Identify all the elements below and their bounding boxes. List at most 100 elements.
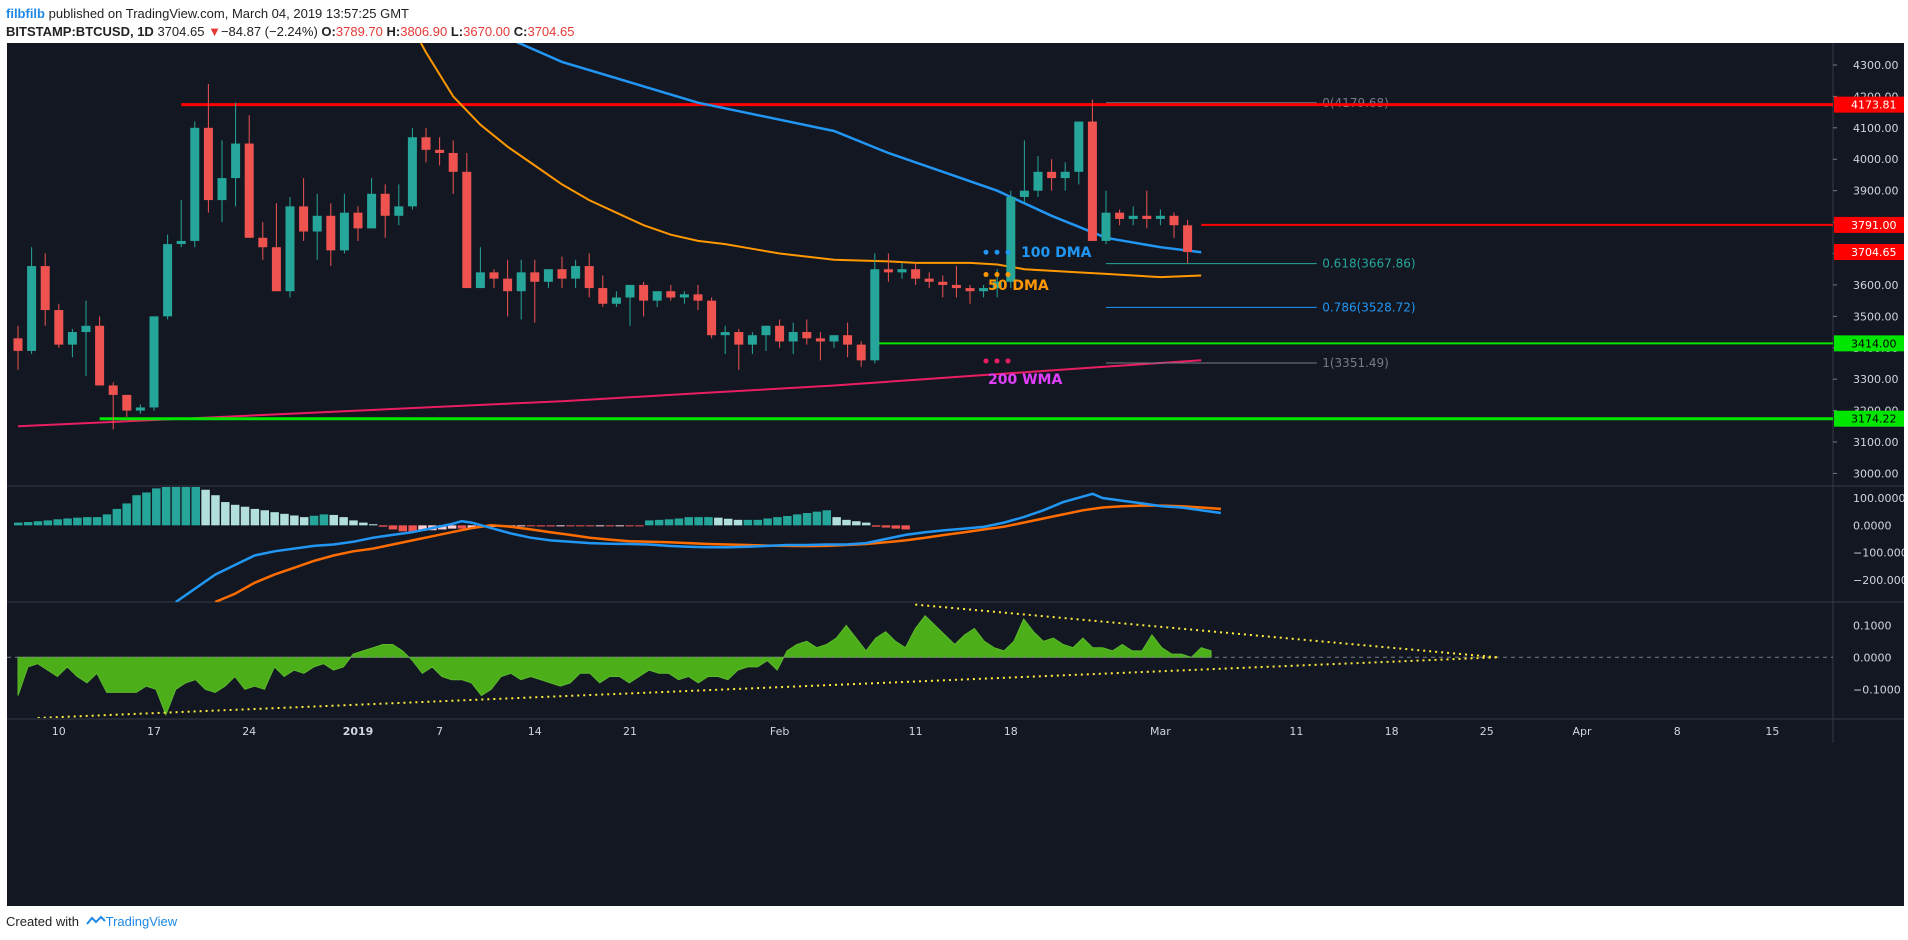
candle-body: [693, 294, 703, 301]
chart-area[interactable]: 0(4179.68) 0.618(3667.86) 0.786(3528.72) 1(…: [7, 43, 1908, 906]
candle-body: [979, 288, 989, 292]
candle: [1169, 212, 1179, 238]
chart-header: filbfilb published on TradingView.com, M…: [4, 4, 1904, 40]
candle: [312, 193, 322, 260]
candle-body: [367, 193, 377, 229]
macd-histogram-bar: [349, 520, 358, 526]
ma-dot: [983, 249, 989, 255]
candle: [1101, 190, 1111, 245]
ma-dot: [983, 358, 989, 364]
macd-histogram-bar: [664, 519, 674, 526]
macd-signal-line: [214, 504, 1221, 602]
candle-body: [1060, 171, 1070, 179]
candle-body: [1169, 215, 1179, 226]
time-axis-label: 18: [1385, 725, 1399, 738]
candle-body: [299, 206, 309, 232]
macd-histogram-bar: [437, 525, 447, 530]
macd-histogram-bar: [299, 517, 309, 526]
ma-dot: [994, 358, 1000, 364]
price-axis-label: 3900.00: [1853, 185, 1899, 198]
candle: [203, 83, 213, 213]
time-axis-label: 11: [1289, 725, 1303, 738]
candle: [802, 319, 812, 345]
macd-histogram-bar: [605, 525, 615, 527]
candle-body: [843, 335, 853, 345]
candle: [883, 253, 893, 282]
candle: [448, 140, 458, 194]
macd-histogram-bar: [871, 525, 881, 527]
macd-histogram-bar: [359, 522, 368, 526]
macd-histogram-bar: [102, 514, 112, 526]
candle-body: [190, 127, 200, 241]
candle-body: [122, 394, 132, 411]
macd-histogram-bar: [645, 520, 654, 526]
candle: [489, 269, 499, 289]
candle-body: [176, 240, 186, 245]
candle-body: [938, 281, 948, 285]
close-value: 3704.65: [527, 24, 575, 39]
candle: [271, 203, 281, 292]
macd-histogram-bar: [783, 516, 792, 526]
tradingview-brand[interactable]: TradingView: [105, 914, 178, 929]
candle: [299, 178, 309, 241]
candle: [530, 259, 540, 323]
macd-histogram-bar: [418, 525, 427, 531]
macd-histogram-bar: [615, 525, 624, 527]
author-name[interactable]: filbfilb: [6, 6, 45, 21]
candle: [897, 262, 907, 279]
candle-body: [1019, 190, 1029, 197]
candle: [625, 284, 635, 326]
candle-body: [761, 325, 771, 336]
candle-body: [584, 266, 594, 289]
candle-body: [13, 338, 23, 351]
macd-histogram-bar: [536, 525, 546, 527]
candle-body: [924, 278, 934, 282]
candle: [829, 335, 839, 348]
fib-label-1: 1(3351.49): [1322, 356, 1389, 370]
level-box-label-3174.22: 3174.22: [1851, 413, 1897, 426]
ma-dot: [983, 272, 989, 278]
time-axis-label: Feb: [770, 725, 789, 738]
time-axis-label: 17: [147, 725, 161, 738]
dma100-line: [515, 43, 1202, 254]
high-value: 3806.90: [400, 24, 448, 39]
candle-body: [475, 272, 485, 289]
candle-body: [802, 332, 812, 339]
ma-dot: [1005, 272, 1011, 278]
macd-histogram-bar: [171, 487, 181, 526]
macd-histogram-bar: [280, 513, 289, 526]
candle: [693, 284, 703, 311]
candle: [108, 382, 118, 430]
open-value: 3789.70: [335, 24, 383, 39]
candle-body: [217, 178, 227, 201]
macd-histogram-bar: [773, 517, 782, 526]
fib-label-0.618: 0.618(3667.86): [1322, 257, 1415, 271]
ma-dot: [1005, 249, 1011, 255]
chart-svg[interactable]: 0(4179.68) 0.618(3667.86) 0.786(3528.72) 1(…: [7, 43, 1908, 906]
candle-body: [203, 127, 213, 201]
macd-histogram-bar: [398, 525, 408, 532]
macd-axis-label: 0.0000: [1853, 519, 1892, 532]
macd-histogram-bar: [211, 495, 220, 526]
time-axis-label: 18: [1004, 725, 1018, 738]
macd-histogram-bar: [891, 525, 901, 529]
macd-histogram-bar: [861, 522, 871, 526]
price-axis-label: 4300.00: [1853, 59, 1899, 72]
candle-body: [339, 212, 349, 251]
candle: [516, 259, 526, 320]
candle-body: [679, 294, 689, 298]
candle-body: [326, 215, 336, 251]
price-axis-label: 3100.00: [1853, 436, 1899, 449]
candle: [244, 115, 254, 238]
tradingview-logo-icon: [85, 915, 106, 925]
candle-body: [1074, 121, 1084, 172]
macd-histogram-bar: [260, 510, 269, 526]
candle-body: [1155, 215, 1165, 219]
candle-body: [448, 152, 458, 172]
oscillator-axis-label: −0.1000: [1853, 683, 1901, 696]
macd-histogram-bar: [576, 525, 585, 527]
candle: [679, 291, 689, 304]
candle: [571, 259, 581, 289]
oscillator-pane: [7, 603, 1833, 718]
macd-histogram-bar: [457, 525, 467, 529]
